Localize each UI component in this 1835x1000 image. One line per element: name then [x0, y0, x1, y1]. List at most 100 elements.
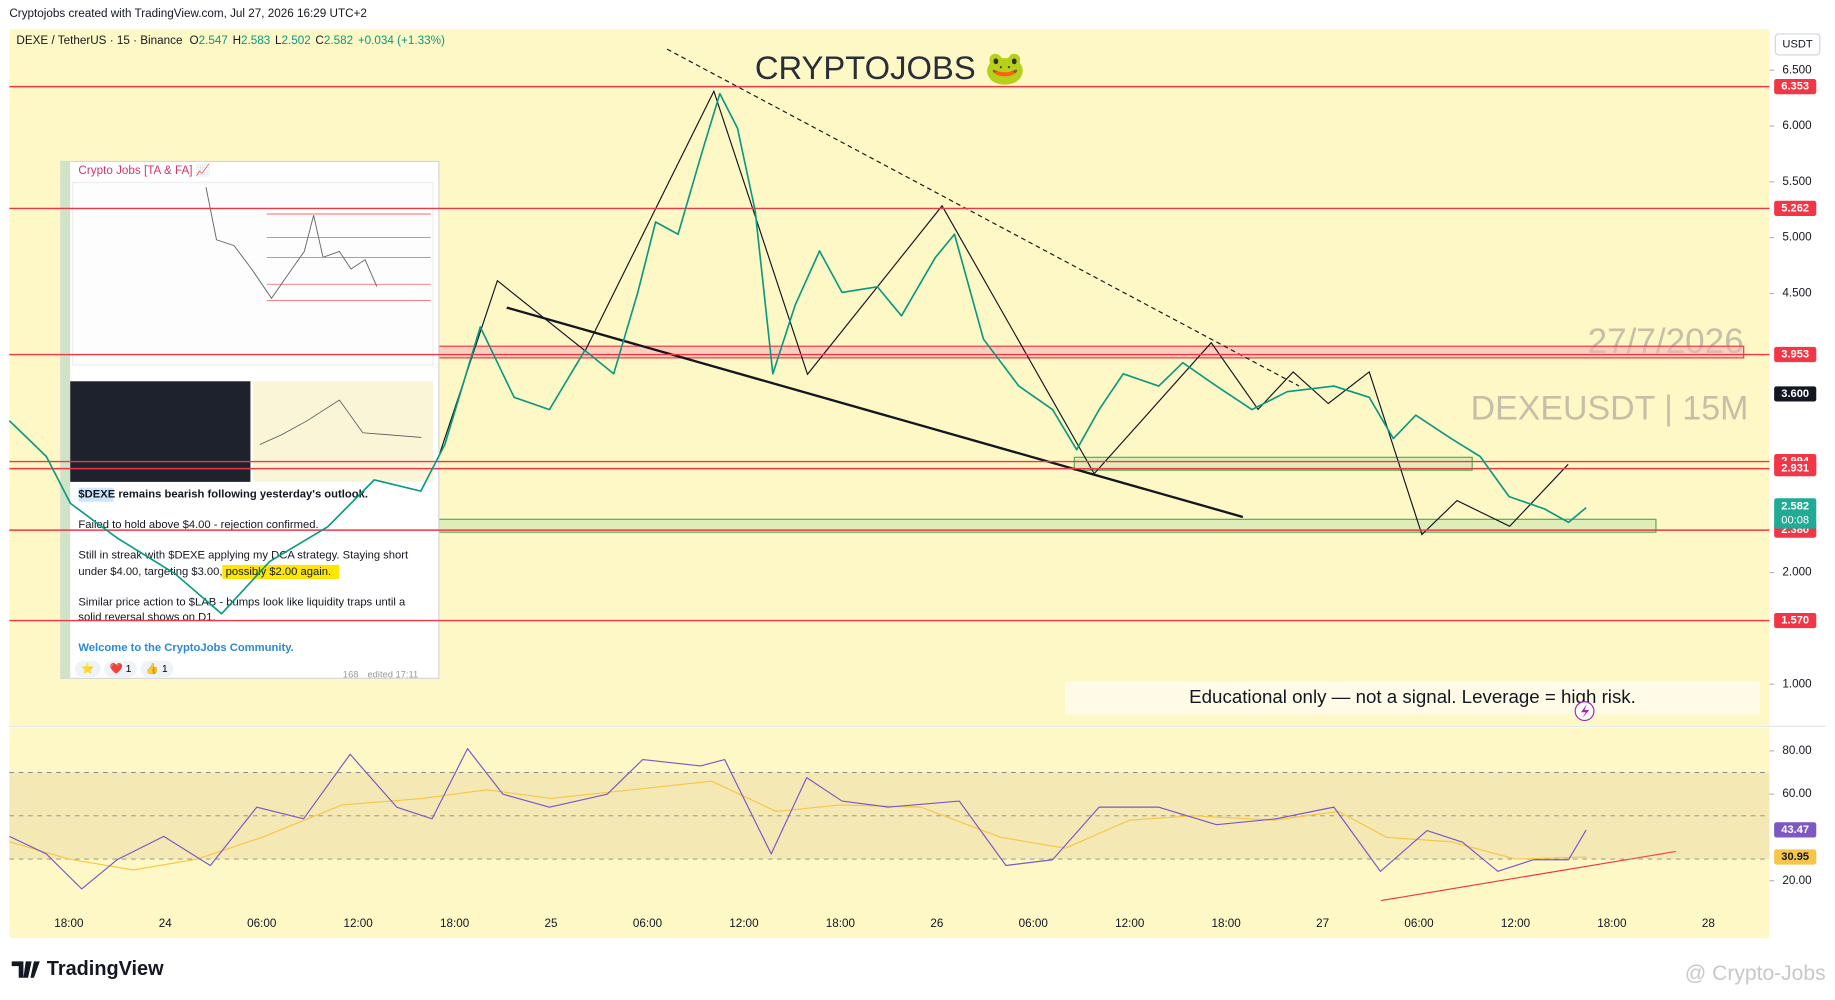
y-tick-label: 6.500 — [1782, 63, 1812, 76]
marker-tag — [1774, 386, 1817, 402]
countdown: 00:08 — [1781, 514, 1809, 526]
rsi-label: 43.47 — [1781, 824, 1809, 836]
post-table-image — [70, 381, 251, 482]
rsi-trend-line — [1380, 850, 1676, 902]
post-edited: edited 17:11 — [367, 669, 418, 679]
ohlc-value: 2.547 — [199, 34, 228, 47]
reaction[interactable] — [104, 660, 137, 678]
post-mini-chart — [259, 399, 422, 445]
disclaimer: Educational only — not a signal. Leverag… — [1189, 686, 1636, 707]
level-tag — [1774, 79, 1817, 95]
rsi-ma-line — [9, 780, 1587, 871]
ohlc-value: 2.502 — [281, 34, 310, 47]
x-tick-label: 18:00 — [1597, 917, 1627, 930]
x-tick-label: 06:00 — [633, 917, 663, 930]
x-tick-label: 18:00 — [826, 917, 856, 930]
x-tick-label: 28 — [1702, 917, 1715, 930]
level-label: 2.380 — [1781, 524, 1809, 536]
post-border — [60, 161, 71, 679]
y-tick-label: 20.00 — [1782, 874, 1812, 887]
post-line: $DEXE remains bearish following yesterda… — [78, 489, 368, 501]
y-tick-label: 80.00 — [1782, 744, 1812, 757]
reaction[interactable] — [74, 660, 101, 678]
disclaimer-box — [1064, 681, 1761, 715]
y-tick-label: 2.000 — [1782, 566, 1812, 579]
trend-line — [506, 306, 1244, 519]
resistance-zone — [438, 345, 1745, 359]
level-label: 2.931 — [1781, 463, 1809, 475]
x-tick-label: 26 — [930, 917, 943, 930]
post-chart-image — [252, 381, 434, 482]
ohlc-key: L — [275, 34, 282, 47]
watermark-pair: DEXEUSDT | 15M — [1471, 389, 1749, 427]
rsi-line — [9, 748, 1587, 890]
y-tick-label: 4.500 — [1782, 287, 1812, 300]
ohlc-value: 2.582 — [324, 34, 353, 47]
x-tick-label: 12:00 — [1115, 917, 1145, 930]
rsi-tag — [1774, 822, 1817, 838]
ma-label: 30.95 — [1781, 851, 1809, 863]
level-label: 5.262 — [1781, 202, 1809, 214]
symbol: DEXE / TetherUS · 15 · Binance — [16, 34, 182, 47]
y-tick-label: 5.000 — [1782, 231, 1812, 244]
price-line — [8, 92, 1587, 615]
brand: CRYPTOJOBS 🐸 — [755, 49, 1026, 86]
post-channel: Crypto Jobs [TA & FA] 📈 — [78, 163, 210, 177]
charts: 6.500 6.000 5.500 5.000 4.500 2.000 1.000 18:00… — [8, 63, 1817, 930]
tv-logo: TradingView — [47, 958, 164, 980]
x-tick-label: 18:00 — [54, 917, 84, 930]
post-line: Failed to hold above $4.00 - rejection c… — [78, 519, 318, 531]
footer-credit: @ Crypto-Jobs — [1685, 962, 1826, 985]
post-line: under $4.00, targeting $3.00, possibly $… — [78, 566, 331, 578]
reaction-label: ❤️ 1 — [110, 662, 132, 675]
ohlc-value: 2.583 — [241, 34, 270, 47]
post-views: 168 — [343, 669, 359, 679]
post-mini-chart — [205, 187, 378, 300]
x-tick-label: 12:00 — [1501, 917, 1531, 930]
post-line: Still in streak with $DEXE applying my D… — [78, 550, 409, 562]
support-zone — [1073, 456, 1473, 471]
post-mini-levels — [266, 213, 431, 301]
ohlc-key: O — [190, 34, 199, 47]
level-tag — [1774, 612, 1817, 629]
axis-unit: USDT — [1782, 38, 1812, 50]
y-tick-label: 1.000 — [1782, 677, 1812, 690]
y-tick-label: 60.00 — [1782, 787, 1812, 800]
level-tag — [1774, 200, 1817, 217]
x-tick-label: 12:00 — [729, 917, 759, 930]
y-tick-label: 6.000 — [1782, 119, 1812, 132]
marker-label: 3.600 — [1781, 388, 1809, 400]
x-tick-label: 06:00 — [1404, 917, 1434, 930]
wave-drawing — [438, 89, 1569, 536]
reaction[interactable] — [140, 660, 174, 678]
trend-line — [666, 48, 1300, 387]
unit-box[interactable] — [1774, 33, 1821, 56]
last-price-tag — [1774, 498, 1817, 529]
ohlc-key: H — [233, 34, 241, 47]
x-tick-label: 06:00 — [1019, 917, 1049, 930]
credit: Cryptojobs created with TradingView.com,… — [9, 7, 367, 20]
x-tick-label: 27 — [1316, 917, 1329, 930]
last-price-label: 2.582 — [1781, 500, 1809, 512]
post-welcome: Welcome to the CryptoJobs Community. — [78, 642, 293, 654]
post-line: solid reversal shows on D1. — [78, 612, 215, 624]
x-tick-label: 06:00 — [247, 917, 277, 930]
level-label: 1.570 — [1781, 614, 1809, 626]
level-tag — [1774, 346, 1817, 363]
y-tick-label: 5.500 — [1782, 175, 1812, 188]
x-tick-label: 25 — [545, 917, 559, 930]
level-tag — [1774, 461, 1817, 477]
x-tick-label: 12:00 — [344, 917, 374, 930]
rsi-pane — [9, 727, 1770, 939]
x-tick-label: 18:00 — [440, 917, 470, 930]
reaction-label: ⭐ — [81, 662, 94, 675]
reaction-label: 👍 1 — [146, 662, 168, 675]
ma-tag — [1774, 849, 1817, 865]
ticker-highlight — [78, 487, 114, 502]
level-label: 6.353 — [1781, 81, 1809, 93]
alert-bolt — [1581, 704, 1590, 719]
price-axis — [1769, 29, 1826, 939]
